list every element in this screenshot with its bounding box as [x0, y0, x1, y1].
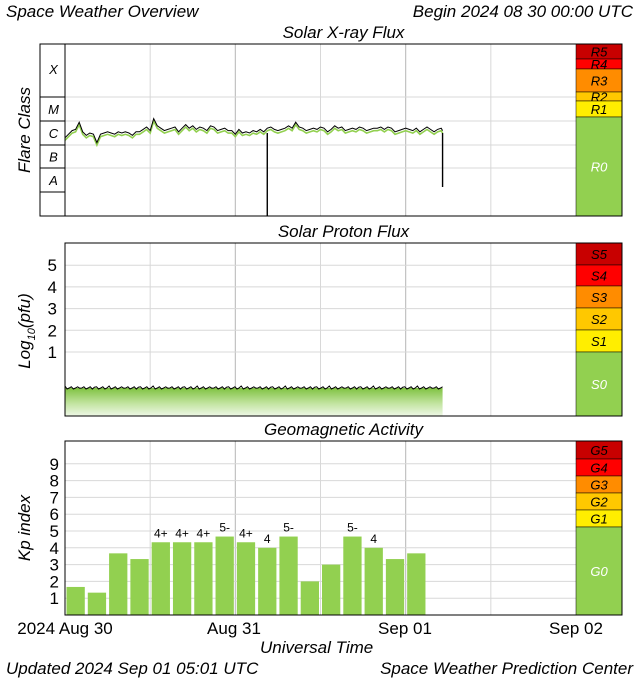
class-box-below [39, 191, 66, 217]
kp-bar [300, 581, 319, 615]
kp-y-tick-2: 2 [50, 572, 59, 591]
kp-bar [130, 559, 149, 615]
kp-bar-label: 4+ [197, 526, 211, 540]
s-scale-band-s0 [575, 351, 623, 417]
kp-bar [109, 553, 128, 615]
kp-bar-label: 4+ [154, 526, 168, 540]
kp-bar-label: 5- [219, 521, 230, 535]
x-tick-label: 2024 Aug 30 [17, 619, 112, 638]
r-scale-label-r1: R1 [591, 102, 608, 117]
g-scale-frame [64, 440, 623, 616]
kp-y-tick-5: 5 [50, 522, 59, 541]
proton-area-fill [65, 388, 443, 416]
xray-y-label: Flare Class [15, 87, 34, 173]
r-scale-label-r0: R0 [591, 160, 608, 175]
s-scale-label-s5: S5 [591, 247, 608, 262]
source-credit: Space Weather Prediction Center [380, 659, 633, 678]
kp-y-label: Kp index [15, 494, 34, 561]
proton-y-tick-1: 1 [48, 343, 57, 362]
kp-bar [364, 547, 383, 615]
s-scale-label-s4: S4 [591, 269, 607, 284]
g-scale-label-g5: G5 [590, 443, 608, 458]
kp-bar [172, 542, 192, 615]
r-scale-frame [64, 43, 623, 217]
proton-y-tick-3: 3 [48, 300, 57, 319]
kp-bar [236, 542, 256, 615]
g-scale-label-g2: G2 [590, 495, 608, 510]
r-scale-label-r5: R5 [591, 45, 608, 60]
kp-y-tick-9: 9 [50, 455, 59, 474]
kp-y-tick-7: 7 [50, 488, 59, 507]
kp-bar [66, 586, 85, 615]
updated-time: Updated 2024 Sep 01 05:01 UTC [6, 659, 259, 678]
xray-series-short [64, 117, 444, 144]
kp-bar-label: 4 [264, 532, 271, 546]
kp-bar [279, 536, 298, 615]
class-box-x [39, 43, 66, 98]
kp-bar [194, 542, 213, 615]
x-tick-label: Sep 02 [549, 619, 603, 638]
kp-bar-label: 4+ [175, 526, 189, 540]
class-label-c: C [49, 126, 59, 141]
x-axis-title: Universal Time [260, 638, 374, 657]
proton-y-tick-4: 4 [48, 278, 57, 297]
kp-bar-label: 5- [283, 521, 294, 535]
kp-bar [151, 542, 170, 615]
s-scale-label-s3: S3 [591, 290, 608, 305]
g-scale-label-g0: G0 [590, 564, 608, 579]
kp-bar [215, 536, 234, 615]
kp-bar [322, 564, 341, 615]
kp-bar [407, 553, 426, 615]
proton-title: Solar Proton Flux [278, 222, 410, 241]
xray-series-long [64, 118, 444, 148]
class-label-x: X [48, 62, 59, 77]
g-scale-label-g1: G1 [590, 512, 607, 527]
begin-time: Begin 2024 08 30 00:00 UTC [412, 2, 633, 21]
proton-series-line [64, 385, 443, 390]
kp-y-tick-6: 6 [50, 505, 59, 524]
kp-y-tick-4: 4 [50, 539, 59, 558]
kp-bar [258, 547, 277, 615]
kp-bar [385, 559, 405, 615]
kp-bar-label: 4 [370, 532, 377, 546]
kp-bar [343, 536, 362, 615]
kp-y-tick-1: 1 [50, 589, 59, 608]
r-scale-label-r4: R4 [591, 57, 608, 72]
class-label-m: M [48, 102, 59, 117]
kp-bar [87, 592, 107, 615]
s-scale-label-s2: S2 [591, 312, 608, 327]
proton-y-label: Log10(pfu) [15, 293, 38, 369]
page-title: Space Weather Overview [6, 2, 199, 21]
s-scale-frame [64, 242, 623, 417]
kp-y-tick-8: 8 [50, 472, 59, 491]
x-tick-label: Sep 01 [378, 619, 432, 638]
kp-bar-label: 5- [347, 521, 358, 535]
kp-y-tick-3: 3 [50, 556, 59, 575]
class-label-b: B [49, 150, 58, 165]
kp-bar-label: 4+ [239, 526, 253, 540]
class-label-a: A [48, 173, 58, 188]
g-scale-label-g4: G4 [590, 461, 607, 476]
class-box-m [39, 96, 66, 122]
x-tick-label: Aug 31 [207, 619, 261, 638]
proton-y-tick-2: 2 [48, 321, 57, 340]
s-scale-label-s0: S0 [591, 377, 608, 392]
r-scale-label-r3: R3 [591, 74, 608, 89]
proton-y-tick-5: 5 [48, 256, 57, 275]
kp-title: Geomagnetic Activity [264, 420, 425, 439]
g-scale-label-g3: G3 [590, 478, 608, 493]
s-scale-label-s1: S1 [591, 334, 607, 349]
xray-title: Solar X-ray Flux [283, 23, 405, 42]
